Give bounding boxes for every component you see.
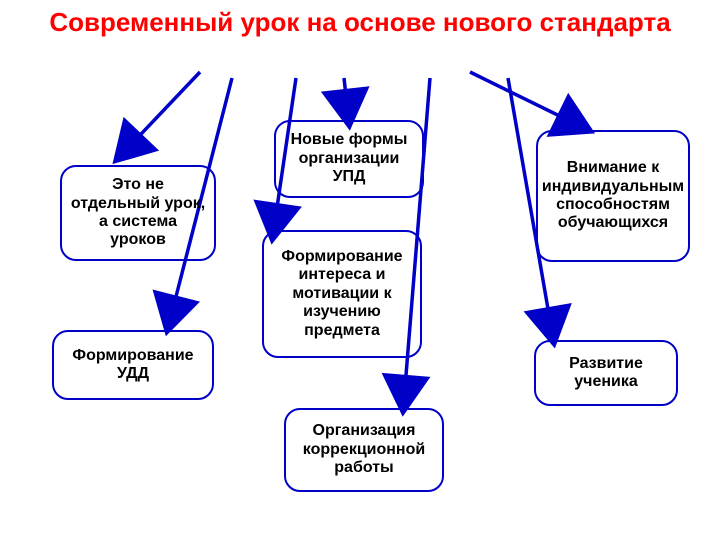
diagram-title: Современный урок на основе нового станда… bbox=[0, 8, 720, 37]
node-upd-forms: Новые формы организации УПД bbox=[274, 120, 424, 198]
node-individual-abilities: Внимание к индивидуальным способностям о… bbox=[536, 130, 690, 262]
node-system-of-lessons: Это не отдельный урок, а система уроков bbox=[60, 165, 216, 261]
node-student-development: Развитие ученика bbox=[534, 340, 678, 406]
arrow bbox=[124, 72, 200, 152]
arrow bbox=[344, 78, 348, 114]
node-interest-motivation: Формирование интереса и мотивации к изуч… bbox=[262, 230, 422, 358]
arrow bbox=[470, 72, 580, 126]
node-udd: Формирование УДД bbox=[52, 330, 214, 400]
diagram-canvas: Современный урок на основе нового станда… bbox=[0, 0, 720, 540]
node-correction-work: Организация коррекционной работы bbox=[284, 408, 444, 492]
